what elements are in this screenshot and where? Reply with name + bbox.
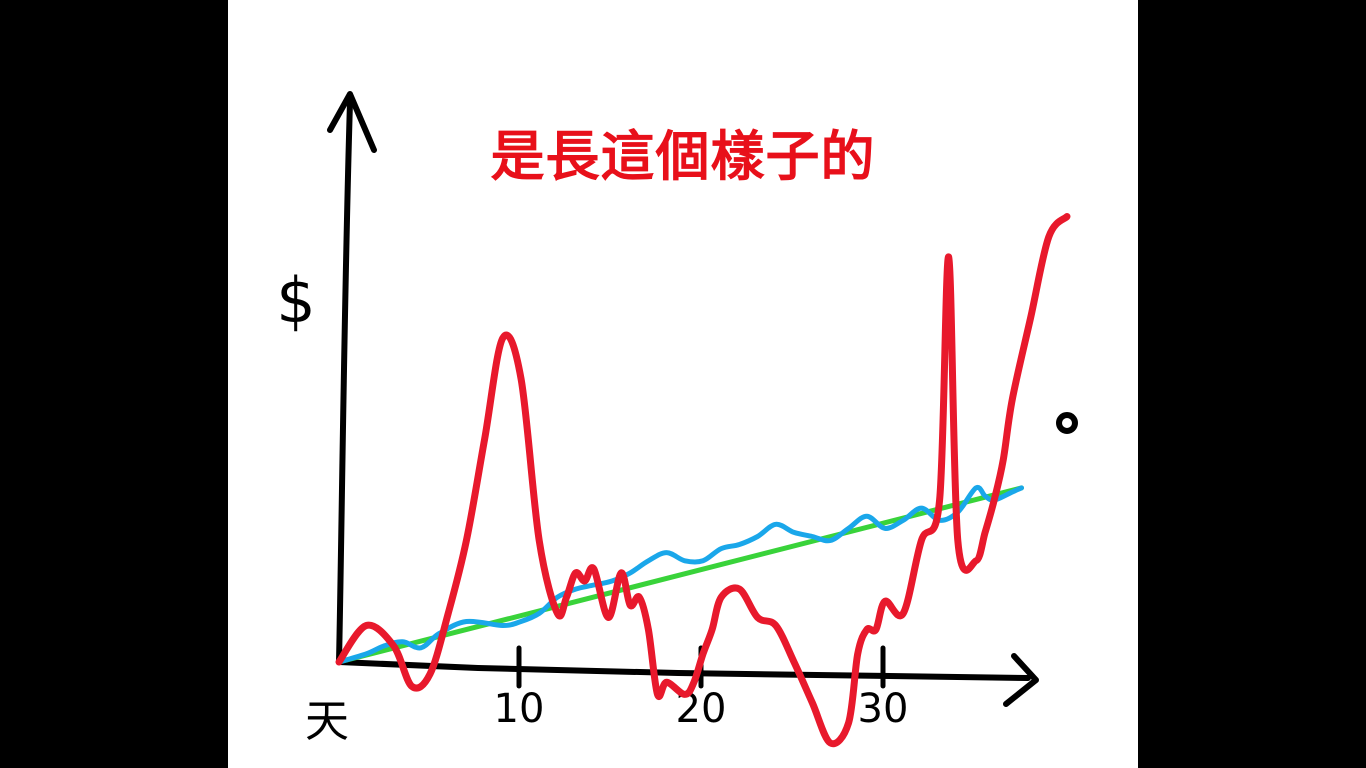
x-tick-label-10: 10: [494, 686, 545, 732]
ylabel-group: $ 天: [276, 264, 349, 747]
x-axis-arrowhead: [1003, 653, 1039, 707]
slide: 是長這個樣子的 10 20 30 $ 天: [228, 0, 1138, 768]
chart: 10 20 30 $ 天: [276, 91, 1078, 748]
end-marker: [1056, 412, 1078, 434]
y-axis-arrowhead: [327, 91, 377, 153]
y-axis-label: $: [276, 264, 315, 337]
chart-title: 是長這個樣子的: [490, 125, 876, 188]
x-axis-label: 天: [305, 696, 349, 747]
x-axis: [336, 659, 1031, 681]
y-axis: [336, 99, 353, 665]
axes: [327, 91, 1039, 707]
series-line-red: [335, 213, 1071, 748]
series-layer: [335, 213, 1071, 748]
x-tick-label-30: 30: [858, 686, 909, 732]
